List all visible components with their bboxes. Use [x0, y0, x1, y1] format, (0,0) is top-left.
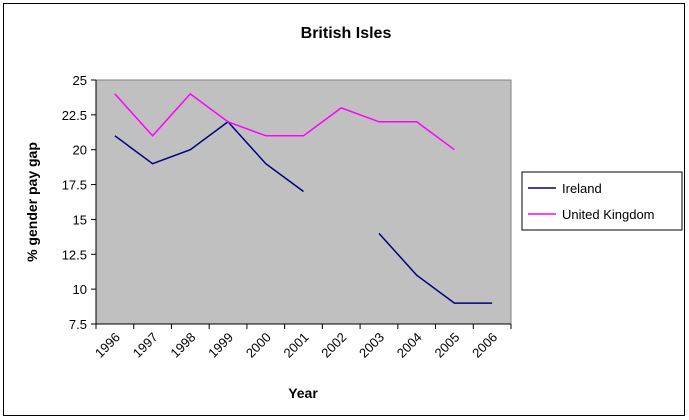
series-line-ireland [114, 120, 304, 193]
y-tick-label: 10 [73, 282, 87, 297]
series-line-ireland [378, 232, 493, 304]
x-axis-title: Year [288, 385, 318, 401]
legend-box [521, 171, 683, 231]
y-tick-label: 15 [73, 212, 87, 227]
series-line-united-kingdom [114, 92, 455, 151]
legend: Ireland United Kingdom [521, 171, 683, 231]
y-axis: 7.5 10 12.5 15 17.5 20 22.5 25 [62, 73, 97, 332]
series-layer [114, 92, 493, 304]
chart-title: British Isles [301, 25, 392, 42]
y-axis-title: % gender pay gap [24, 142, 40, 262]
legend-label: Ireland [562, 181, 602, 196]
y-tick-label: 7.5 [69, 317, 87, 332]
legend-label: United Kingdom [562, 207, 655, 222]
y-tick-label: 25 [73, 73, 87, 88]
y-tick-label: 12.5 [62, 247, 87, 262]
y-tick-label: 17.5 [62, 178, 87, 193]
y-tick-label: 20 [73, 143, 87, 158]
plot-area [95, 79, 512, 325]
y-tick-label: 22.5 [62, 108, 87, 123]
